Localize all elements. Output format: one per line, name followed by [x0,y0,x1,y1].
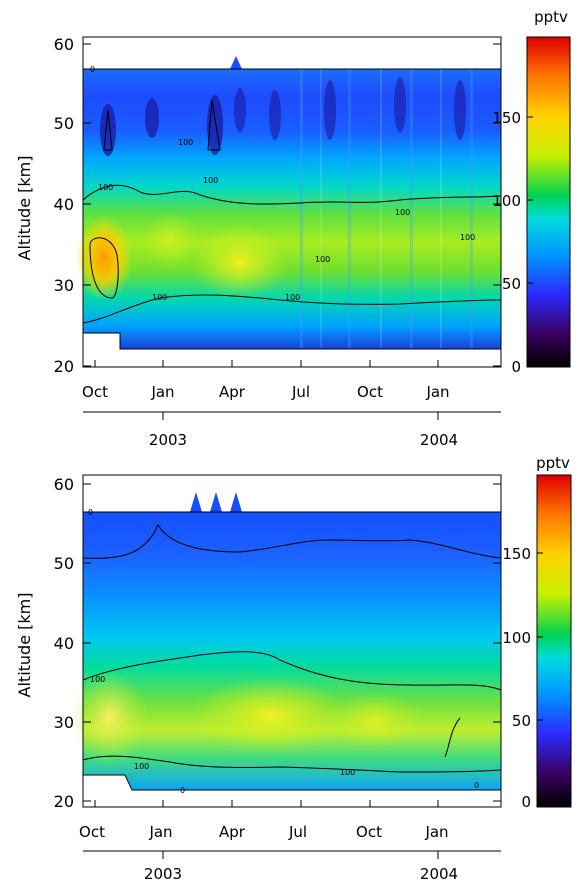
contour-label: 100 [178,138,193,147]
contour-label: 100 [203,176,218,185]
x-axis-bottom: Oct Jan Apr Jul Oct Jan 2003 2004 [79,800,501,883]
year-label: 2003 [149,431,187,449]
colorbar-tick: 150 [502,545,531,563]
contour-label: 0 [474,781,479,790]
contours-bottom [82,511,502,791]
contour-label: 0 [180,786,185,795]
contour-labels-bottom: 0 100 100 100 0 0 [88,508,479,795]
year-label: 2004 [420,865,458,883]
y-tick-label: 50 [54,554,74,573]
colorbar-bottom: pptv 0 50 100 150 [502,454,572,811]
x-tick-label: Jan [150,383,174,401]
y-tick-label: 30 [54,713,74,732]
contours-top [82,68,502,350]
heatmap-field-bottom [72,475,501,807]
x-tick-label: Jan [424,823,448,841]
contour-label: 0 [88,508,93,517]
colorbar-tick: 0 [511,358,521,376]
colorbar [536,474,572,808]
x-tick-label: Oct [82,383,108,401]
y-tick-label: 20 [54,792,74,811]
y-tick-label: 20 [54,357,74,376]
colorbar-unit: pptv [534,8,568,26]
x-tick-label: Jan [148,823,172,841]
contour-label: 100 [395,208,410,217]
y-tick-label: 40 [54,195,74,214]
x-tick-label: Oct [79,823,105,841]
x-tick-label: Jan [425,383,449,401]
plot-frame-bottom [82,474,502,808]
colorbar-tick: 100 [492,192,521,210]
x-tick-label: Apr [219,383,246,401]
contour-label: 100 [90,675,105,684]
y-axis-label: Altitude [km] [15,593,34,698]
y-axis-bottom: 20 30 40 50 60 Altitude [km] [15,475,501,811]
colorbar [526,36,571,368]
colorbar-tick: 50 [512,712,531,730]
contour-label: 0 [90,65,95,74]
contour-label: 100 [340,768,355,777]
contour-label: 100 [152,293,167,302]
y-axis-top: 20 30 40 50 60 Altitude [km] [15,35,501,376]
contour-label: 100 [460,233,475,242]
contour-labels-top: 0 100 100 100 100 100 100 100 100 [90,65,475,302]
y-tick-label: 60 [54,475,74,494]
contour-label: 100 [285,293,300,302]
x-tick-label: Oct [357,383,383,401]
y-tick-label: 50 [54,114,74,133]
x-tick-label: Oct [356,823,382,841]
colorbar-tick: 0 [521,793,531,811]
colorbar-tick: 100 [502,629,531,647]
colorbar-tick: 150 [492,109,521,127]
y-axis-label: Altitude [km] [15,156,34,261]
heatmap-field-top [76,37,501,367]
x-tick-label: Jul [291,383,310,401]
x-tick-label: Apr [219,823,246,841]
x-axis-top: Oct Jan Apr Jul Oct Jan 2003 2004 [82,360,501,449]
colorbar-tick: 50 [502,275,521,293]
contour-label: 100 [134,762,149,771]
y-tick-label: 60 [54,35,74,54]
y-tick-label: 30 [54,276,74,295]
panel-top: 0 100 100 100 100 100 100 100 100 20 30 … [15,8,571,449]
x-tick-label: Jul [288,823,307,841]
year-label: 2003 [144,865,182,883]
colorbar-unit: pptv [536,454,570,472]
colorbar-top: pptv 0 50 100 150 [492,8,571,376]
y-tick-label: 40 [54,634,74,653]
year-label: 2004 [420,431,458,449]
contour-label: 100 [315,255,330,264]
contour-label: 100 [98,183,113,192]
panel-bottom: 0 100 100 100 0 0 20 30 40 50 60 Altitud… [15,454,572,883]
plot-frame-top [82,36,502,368]
